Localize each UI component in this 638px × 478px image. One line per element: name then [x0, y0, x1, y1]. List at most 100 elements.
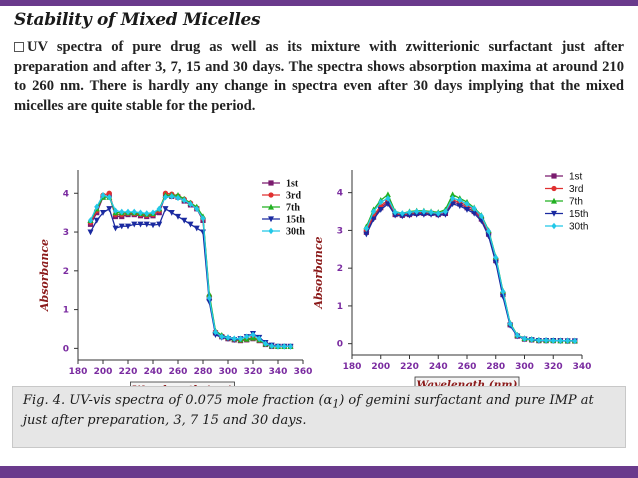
chart2-series-line-15th	[365, 203, 575, 342]
chart1-data-point-30th	[162, 193, 169, 201]
chart1-data-point-30th	[131, 208, 137, 216]
chart2-data-point-15th	[392, 212, 399, 219]
chart2-data-point-30th	[457, 197, 463, 204]
chart1-data-point-30th	[156, 205, 162, 212]
chart2-data-point-30th	[450, 195, 456, 202]
chart2-data-point-15th	[420, 211, 427, 218]
chart1-x-tick-label: 320	[244, 367, 263, 377]
chart2-data-point-30th	[514, 332, 520, 339]
chart1-x-tick-label: 180	[69, 367, 88, 377]
chart2-legend-marker-30th	[551, 222, 557, 230]
chart1-legend-label-30th: 30th	[286, 227, 305, 238]
chart2-data-point-30th	[550, 337, 556, 344]
chart1-data-point-30th	[256, 335, 262, 342]
chart2-y-tick-label: 2	[337, 264, 343, 274]
chart2-y-tick-label: 1	[337, 302, 343, 312]
chart2-legend-label-15th: 15th	[569, 209, 588, 220]
chart2-x-tick-label: 220	[400, 362, 419, 372]
checkbox-bullet-icon	[14, 42, 24, 52]
chart2-data-point-30th	[565, 337, 571, 344]
chart1-y-axis-label: Absorbance	[38, 239, 51, 312]
chart1-data-point-30th	[106, 193, 112, 201]
chart2-data-point-30th	[485, 227, 492, 235]
chart2-data-point-15th	[370, 216, 377, 223]
chart2-legend-marker-15th	[551, 210, 557, 217]
chart2-data-point-30th	[421, 208, 427, 215]
chart2-data-point-15th	[413, 211, 420, 218]
chart2-x-tick-label: 320	[544, 362, 563, 372]
chart2-data-point-30th	[478, 212, 484, 220]
chart1-data-point-30th	[175, 194, 181, 202]
chart1-x-tick-label: 340	[269, 367, 288, 377]
bottom-accent-bar	[0, 466, 638, 478]
caption-line1: Fig. 4. UV-vis spectra of 0.075 mole fra…	[23, 393, 333, 408]
chart1-x-tick-label: 360	[294, 367, 313, 377]
chart1-data-point-15th	[150, 222, 156, 229]
chart1-legend-marker-7th	[268, 203, 274, 210]
chart1-data-point-30th	[100, 192, 106, 199]
chart2-data-point-30th	[536, 337, 542, 344]
chart2-legend-marker-3rd	[551, 185, 557, 192]
chart1-data-point-30th	[237, 335, 244, 342]
chart1-data-point-15th	[168, 210, 175, 216]
chart1-legend-label-1st: 1st	[286, 179, 299, 190]
chart2-legend-marker-7th	[551, 197, 557, 204]
chart1-data-point-15th	[112, 225, 119, 232]
chart1-data-point-30th	[250, 331, 256, 338]
chart1-x-tick-label: 220	[119, 367, 138, 377]
chart1-data-point-15th	[125, 223, 131, 230]
chart1-data-point-30th	[206, 294, 212, 302]
chart1-legend-label-15th: 15th	[286, 215, 305, 226]
chart1-legend-label-3rd: 3rd	[286, 191, 301, 202]
chart1-data-point-15th	[93, 217, 100, 224]
chart2-data-point-30th	[435, 210, 441, 217]
chart2-data-point-15th	[471, 210, 478, 217]
chart2-data-point-30th	[493, 254, 499, 261]
chart1-data-point-30th	[187, 200, 194, 208]
chart1-data-point-30th	[287, 343, 294, 350]
chart1-data-point-30th	[200, 215, 206, 222]
chart1-data-point-30th	[125, 208, 131, 216]
chart2-legend-label-7th: 7th	[569, 197, 583, 208]
chart1-legend-marker-3rd	[268, 192, 274, 198]
chart1-data-point-30th	[94, 203, 100, 211]
chart2-y-tick-label: 3	[337, 226, 343, 236]
chart1-data-point-15th	[156, 221, 163, 228]
chart1-data-point-15th	[106, 206, 113, 212]
body-text: UV spectra of pure drug as well as its m…	[14, 39, 624, 114]
chart1-data-point-15th	[193, 225, 200, 232]
chart2-y-tick-label: 4	[337, 189, 343, 199]
chart1-data-point-30th	[194, 205, 200, 212]
chart2-data-point-15th	[499, 293, 506, 300]
chart1-legend-label-7th: 7th	[286, 203, 300, 214]
chart2-series-line-3rd	[365, 199, 575, 342]
chart1-legend-marker-30th	[268, 227, 274, 235]
chart1-data-point-30th	[112, 207, 119, 214]
chart1-data-point-15th	[187, 221, 194, 228]
chart1-data-point-30th	[181, 197, 187, 204]
chart2-legend-label-3rd: 3rd	[569, 184, 583, 195]
chart2-data-point-15th	[442, 211, 449, 218]
chart2-x-tick-label: 340	[573, 362, 592, 372]
chart1-data-point-30th	[225, 334, 231, 341]
chart2-x-tick-label: 300	[515, 362, 534, 372]
chart1-data-point-30th	[275, 343, 281, 350]
chart2-x-tick-label: 240	[429, 362, 448, 372]
chart2-legend-label-30th: 30th	[569, 222, 588, 233]
chart1-data-point-30th	[150, 209, 156, 216]
caption-text: Fig. 4. UV-vis spectra of 0.075 mole fra…	[23, 393, 615, 429]
chart1-x-tick-label: 300	[219, 367, 238, 377]
chart2-data-point-30th	[363, 225, 369, 232]
chart2-data-point-30th	[557, 337, 564, 344]
chart1-data-point-15th	[175, 213, 181, 220]
chart2-x-tick-label: 180	[343, 362, 362, 372]
chart2-data-point-15th	[449, 201, 456, 208]
top-accent-bar	[0, 0, 638, 6]
chart2-data-point-30th	[392, 209, 398, 216]
body-paragraph: UV spectra of pure drug as well as its m…	[14, 38, 624, 116]
chart1-data-point-30th	[144, 210, 150, 217]
chart1-data-point-30th	[219, 333, 225, 340]
chart2-data-point-30th	[399, 210, 405, 217]
chart2-data-point-30th	[464, 200, 470, 208]
